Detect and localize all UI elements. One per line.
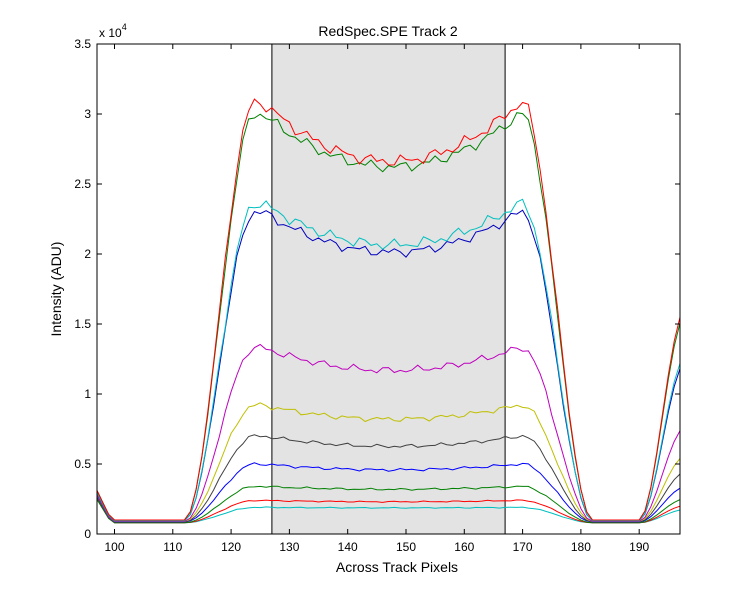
y-tick-label: 3.5 — [74, 37, 91, 51]
x-tick-label: 130 — [279, 540, 299, 554]
y-tick-label: 0.5 — [74, 457, 91, 471]
x-tick-label: 100 — [104, 540, 124, 554]
series-line — [96, 485, 681, 524]
x-axis-label: Across Track Pixels — [336, 559, 458, 575]
chart-title: RedSpec.SPE Track 2 — [318, 23, 458, 39]
shaded-region — [271, 44, 506, 534]
y-tick-label: 0 — [84, 527, 91, 541]
shaded-region-layer — [271, 44, 506, 534]
series-line — [96, 434, 681, 523]
x-tick-label: 160 — [454, 540, 474, 554]
x-tick-label: 180 — [571, 540, 591, 554]
x-tick-label: 110 — [163, 540, 182, 554]
y-axis-label: Intensity (ADU) — [48, 242, 64, 337]
series-layer — [96, 98, 681, 524]
x-tick-label: 120 — [221, 540, 241, 554]
y-tick-label: 1.5 — [74, 317, 91, 331]
plot-frame — [96, 43, 681, 535]
y-tick-label: 1 — [84, 387, 91, 401]
series-line — [96, 98, 681, 521]
y-tick-label: 2 — [84, 247, 91, 261]
y-tick-label: 3 — [84, 107, 91, 121]
y-axis-multiplier: x 104 — [99, 22, 127, 40]
series-line — [96, 402, 681, 522]
x-tick-label: 170 — [513, 540, 533, 554]
x-tick-label: 140 — [338, 540, 358, 554]
x-tick-label: 190 — [629, 540, 649, 554]
x-tick-label: 150 — [396, 540, 416, 554]
y-tick-label: 2.5 — [74, 177, 91, 191]
tick-layer: 100 110 120 130 140 150 160 170 180 190 0 0.5 1 1.5 2 2… — [74, 37, 680, 554]
series-line — [96, 498, 681, 524]
series-line — [96, 462, 681, 523]
y-axis-exponent: 4 — [122, 22, 127, 32]
series-line — [96, 198, 681, 522]
series-line — [96, 343, 681, 522]
